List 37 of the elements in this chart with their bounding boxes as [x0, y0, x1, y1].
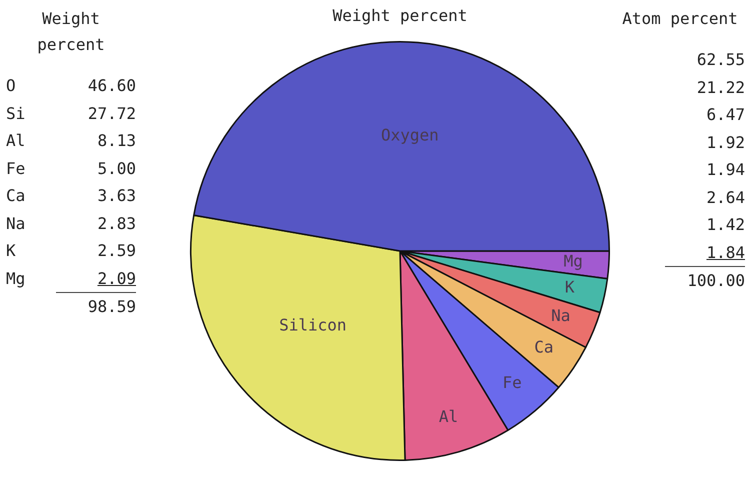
category-label: Si [6, 102, 26, 124]
data-label: 62.55 [696, 49, 745, 71]
slice-label: Mg [564, 252, 583, 271]
category-label: Na [6, 212, 26, 234]
slice-label: Fe [502, 372, 522, 392]
data-label: 3.63 [97, 185, 136, 207]
data-label: 2.09 [97, 268, 136, 290]
data-label: 27.72 [88, 102, 136, 124]
data-label: 46.60 [88, 75, 136, 97]
category-label: Mg [6, 268, 26, 290]
data-label: 2.64 [706, 186, 745, 208]
data-label: 8.13 [97, 130, 136, 152]
category-label: O [6, 75, 16, 97]
slice-label: Oxygen [380, 125, 439, 144]
text: Weight percent [36, 8, 106, 56]
data-label: 1.92 [706, 132, 745, 154]
slice-label: K [564, 277, 575, 296]
category-label: Fe [6, 158, 26, 180]
data-label: 6.47 [706, 104, 745, 126]
data-label: 2.83 [97, 212, 136, 234]
data-label: 21.22 [696, 76, 745, 98]
data-label: 1.84 [706, 242, 745, 264]
text: 100.00 [665, 266, 745, 294]
slice-label: Silicon [279, 315, 347, 334]
slice-label: Ca [534, 337, 554, 356]
slice-label: Al [438, 406, 458, 426]
data-label: 1.94 [706, 159, 745, 181]
text: 98.59 [56, 292, 136, 320]
slice-label: Na [551, 306, 570, 325]
chart-title: Weight percent [332, 6, 468, 25]
data-label: 2.59 [97, 240, 136, 262]
category-label: Al [6, 130, 26, 152]
text: Atom percent [621, 8, 739, 30]
data-label: 1.42 [706, 214, 745, 236]
category-label: Ca [6, 185, 26, 207]
category-label: K [6, 240, 16, 262]
data-label: 5.00 [97, 158, 136, 180]
